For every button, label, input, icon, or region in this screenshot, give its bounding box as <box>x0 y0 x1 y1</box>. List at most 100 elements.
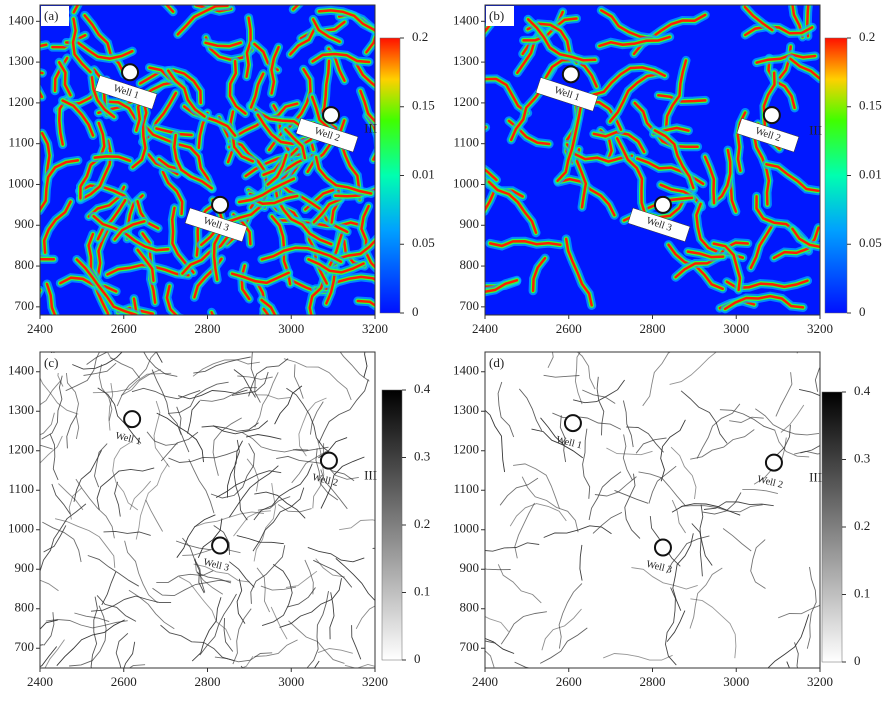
texture-stroke <box>250 352 261 403</box>
texture-stroke <box>772 226 820 260</box>
panel-label-bg <box>486 6 514 26</box>
texture-stroke <box>334 188 375 198</box>
texture-stroke <box>193 511 264 528</box>
well-label: Well 2 <box>736 117 800 153</box>
texture-stroke <box>270 606 288 640</box>
colorbar-tick-label: 0 <box>854 653 861 668</box>
well-marker <box>123 410 142 429</box>
texture-stroke <box>233 439 248 521</box>
x-tick-label: 2800 <box>640 674 666 689</box>
x-tick-label: 2800 <box>195 321 221 336</box>
texture-stroke <box>143 352 178 377</box>
y-tick-label: 800 <box>15 600 35 615</box>
texture-stroke <box>355 63 375 88</box>
y-tick-label: 900 <box>460 216 480 231</box>
texture-stroke <box>339 519 375 531</box>
texture-stroke <box>90 75 116 119</box>
texture-stroke <box>260 246 343 263</box>
texture-stroke <box>485 279 519 294</box>
texture-stroke <box>642 352 672 407</box>
colorbar-tick-label: 0 <box>859 304 866 319</box>
well-marker <box>653 195 672 214</box>
texture-stroke <box>160 624 234 662</box>
texture-stroke <box>215 470 282 498</box>
texture-stroke <box>791 5 804 39</box>
texture-stroke <box>40 254 47 258</box>
texture-stroke <box>285 570 318 588</box>
well-marker <box>762 106 781 125</box>
texture-stroke <box>246 458 259 492</box>
texture-stroke <box>113 220 146 241</box>
x-tick-label: 2600 <box>556 321 582 336</box>
colorbar <box>379 37 401 314</box>
texture-stroke <box>363 352 368 378</box>
texture-stroke <box>96 467 155 511</box>
texture-stroke <box>306 591 329 668</box>
texture-stroke <box>742 489 779 495</box>
texture-stroke <box>193 356 251 374</box>
y-tick-label: 700 <box>15 639 35 654</box>
texture-stroke <box>775 372 793 417</box>
texture-stroke <box>335 239 375 261</box>
texture-stroke <box>270 45 280 95</box>
well-marker <box>211 536 230 555</box>
texture-stroke <box>40 257 56 261</box>
texture-stroke <box>531 428 584 459</box>
texture-stroke <box>703 501 774 510</box>
texture-stroke <box>320 469 348 510</box>
colorbar <box>381 389 403 661</box>
x-tick-label: 3000 <box>278 321 304 336</box>
texture-stroke <box>582 428 591 499</box>
texture-stroke <box>128 589 175 630</box>
plot-background <box>40 352 375 668</box>
texture-stroke <box>40 251 50 262</box>
texture-stroke <box>672 533 694 611</box>
well-marker <box>322 106 341 125</box>
texture-stroke <box>228 59 247 115</box>
texture-stroke <box>690 598 737 659</box>
texture-stroke <box>200 387 258 402</box>
texture-stroke <box>201 422 259 432</box>
texture-stroke <box>59 276 118 293</box>
texture-stroke <box>92 214 170 252</box>
texture-stroke <box>108 383 114 431</box>
texture-stroke <box>608 72 661 123</box>
texture-stroke <box>194 558 224 595</box>
texture-stroke <box>51 483 71 515</box>
texture-stroke <box>559 415 567 463</box>
texture-stroke <box>93 155 132 163</box>
texture-stroke <box>249 72 265 109</box>
y-tick-label: 1100 <box>453 481 479 496</box>
texture-stroke <box>314 155 373 195</box>
texture-stroke <box>288 620 345 664</box>
texture-stroke <box>592 511 623 534</box>
y-tick-label: 1200 <box>453 442 479 457</box>
texture-stroke <box>248 358 289 397</box>
texture-stroke <box>624 473 641 539</box>
texture-stroke <box>41 375 63 440</box>
texture-stroke <box>723 294 805 311</box>
texture-stroke <box>145 499 163 532</box>
y-tick-label: 1400 <box>453 363 479 378</box>
texture-stroke <box>680 504 763 513</box>
texture-stroke <box>526 18 597 62</box>
texture-stroke <box>45 619 128 629</box>
texture-stroke <box>582 389 616 404</box>
texture-stroke <box>556 177 616 217</box>
texture-stroke <box>531 256 547 293</box>
texture-stroke <box>365 34 375 54</box>
texture-stroke <box>539 627 588 664</box>
texture-stroke <box>240 264 251 301</box>
texture-stroke <box>110 357 141 379</box>
texture-stroke <box>814 366 820 392</box>
texture-stroke <box>165 284 178 315</box>
colorbar-tick-label: 0.3 <box>854 450 870 465</box>
texture-stroke <box>774 430 810 458</box>
colorbar-tick-label: 0.15 <box>859 98 882 113</box>
texture-stroke <box>317 648 353 654</box>
texture-stroke <box>237 375 273 380</box>
colorbar-tick-label: 0.01 <box>859 166 882 181</box>
x-tick-label: 3000 <box>723 674 749 689</box>
texture-stroke <box>132 297 139 315</box>
texture-stroke <box>690 429 755 460</box>
